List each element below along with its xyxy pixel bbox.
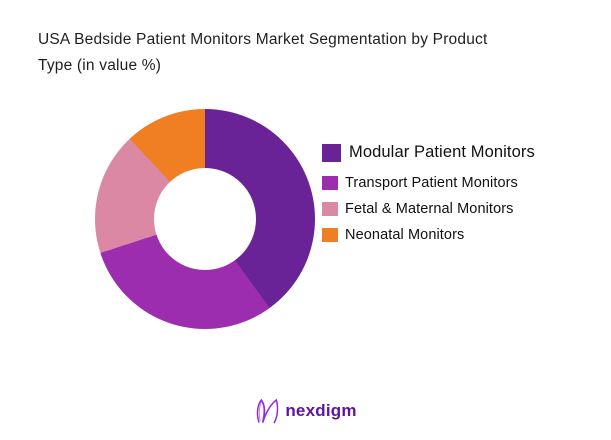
legend-label: Fetal & Maternal Monitors — [345, 201, 514, 217]
legend-swatch — [322, 176, 338, 190]
nexdigm-wave-n-icon — [256, 398, 278, 424]
page-title-line2: Type (in value %) — [38, 57, 162, 74]
legend-swatch — [322, 228, 338, 242]
donut-hole — [154, 168, 256, 270]
legend-item: Fetal & Maternal Monitors — [322, 201, 607, 217]
legend-label: Transport Patient Monitors — [345, 175, 518, 191]
legend: Modular Patient Monitors Transport Patien… — [322, 143, 607, 253]
nexdigm-logo: nexdigm — [254, 397, 356, 425]
legend-item: Transport Patient Monitors — [322, 175, 607, 191]
legend-item: Neonatal Monitors — [322, 227, 607, 243]
legend-swatch — [322, 202, 338, 216]
legend-label: Modular Patient Monitors — [349, 143, 535, 161]
logo-wordmark: nexdigm — [285, 401, 357, 420]
legend-label: Neonatal Monitors — [345, 227, 465, 243]
page-title: USA Bedside Patient Monitors Market Segm… — [38, 27, 598, 79]
legend-swatch — [322, 143, 341, 162]
legend-item: Modular Patient Monitors — [322, 143, 607, 162]
page-title-line1: USA Bedside Patient Monitors Market Segm… — [38, 31, 488, 48]
donut-chart-area — [95, 109, 315, 329]
